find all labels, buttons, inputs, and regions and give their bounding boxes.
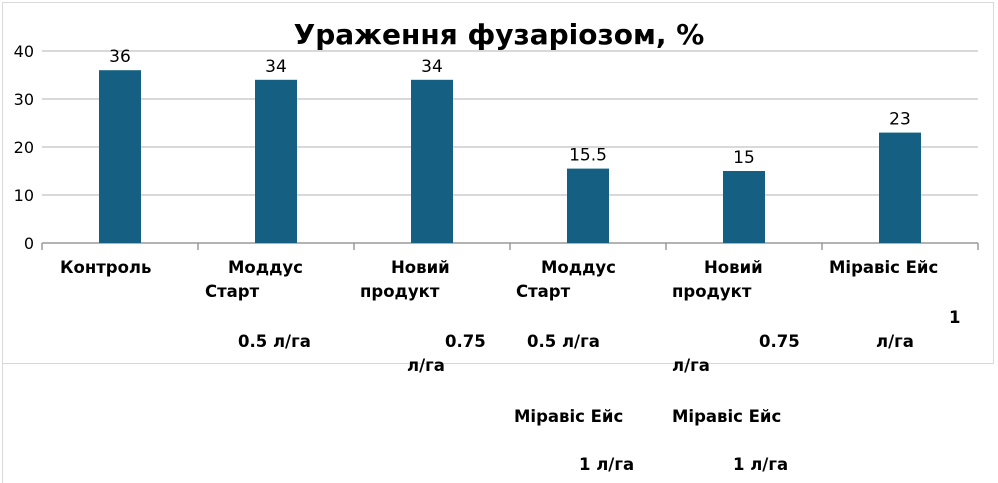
category-label-line: Старт <box>205 282 260 301</box>
data-label: 23 <box>889 110 911 130</box>
category-label-line: 0.75 <box>445 332 486 351</box>
category-label-line: Моддус <box>228 258 303 277</box>
category-label-line: л/га <box>876 332 914 351</box>
category-label-line: Новий <box>391 258 450 277</box>
data-label: 15.5 <box>569 146 607 166</box>
data-label: 34 <box>421 57 443 77</box>
category-label-line: Міравіс Ейс <box>829 258 939 277</box>
data-label: 36 <box>109 47 131 67</box>
y-tick-label: 30 <box>14 90 34 109</box>
category-label-line: л/га <box>407 356 445 375</box>
data-label: 15 <box>733 148 755 168</box>
bar <box>567 168 609 243</box>
bar <box>723 171 765 243</box>
y-tick-label: 20 <box>14 138 34 157</box>
category-label-line: 0.75 <box>759 332 800 351</box>
category-label-line: Міравіс Ейс <box>672 407 782 426</box>
bar <box>879 132 921 243</box>
y-tick-label: 40 <box>14 42 34 61</box>
category-label-line: продукт <box>360 282 440 301</box>
category-label-line: 1 л/га <box>733 455 789 474</box>
y-tick-label: 0 <box>24 234 34 253</box>
y-tick-label: 10 <box>14 186 34 205</box>
category-label-line: Новий <box>704 258 763 277</box>
category-label-line: 1 <box>949 308 961 327</box>
category-label-line: л/га <box>672 356 710 375</box>
category-label-line: 0.5 л/га <box>527 332 600 351</box>
bar <box>411 79 453 243</box>
chart-title: Ураження фузаріозом, % <box>293 18 705 51</box>
category-label-line: 0.5 л/га <box>238 332 311 351</box>
bar <box>255 79 297 243</box>
chart-frame-extension <box>2 364 3 483</box>
category-label-line: Старт <box>516 282 571 301</box>
category-label-line: Моддус <box>541 258 616 277</box>
category-label-line: Міравіс Ейс <box>514 407 624 426</box>
bar <box>99 70 141 243</box>
category-label-line: 1 л/га <box>579 455 635 474</box>
chart-frame <box>2 2 994 364</box>
category-label-line: Контроль <box>60 258 152 277</box>
data-label: 34 <box>265 57 287 77</box>
category-label-line: продукт <box>672 282 752 301</box>
